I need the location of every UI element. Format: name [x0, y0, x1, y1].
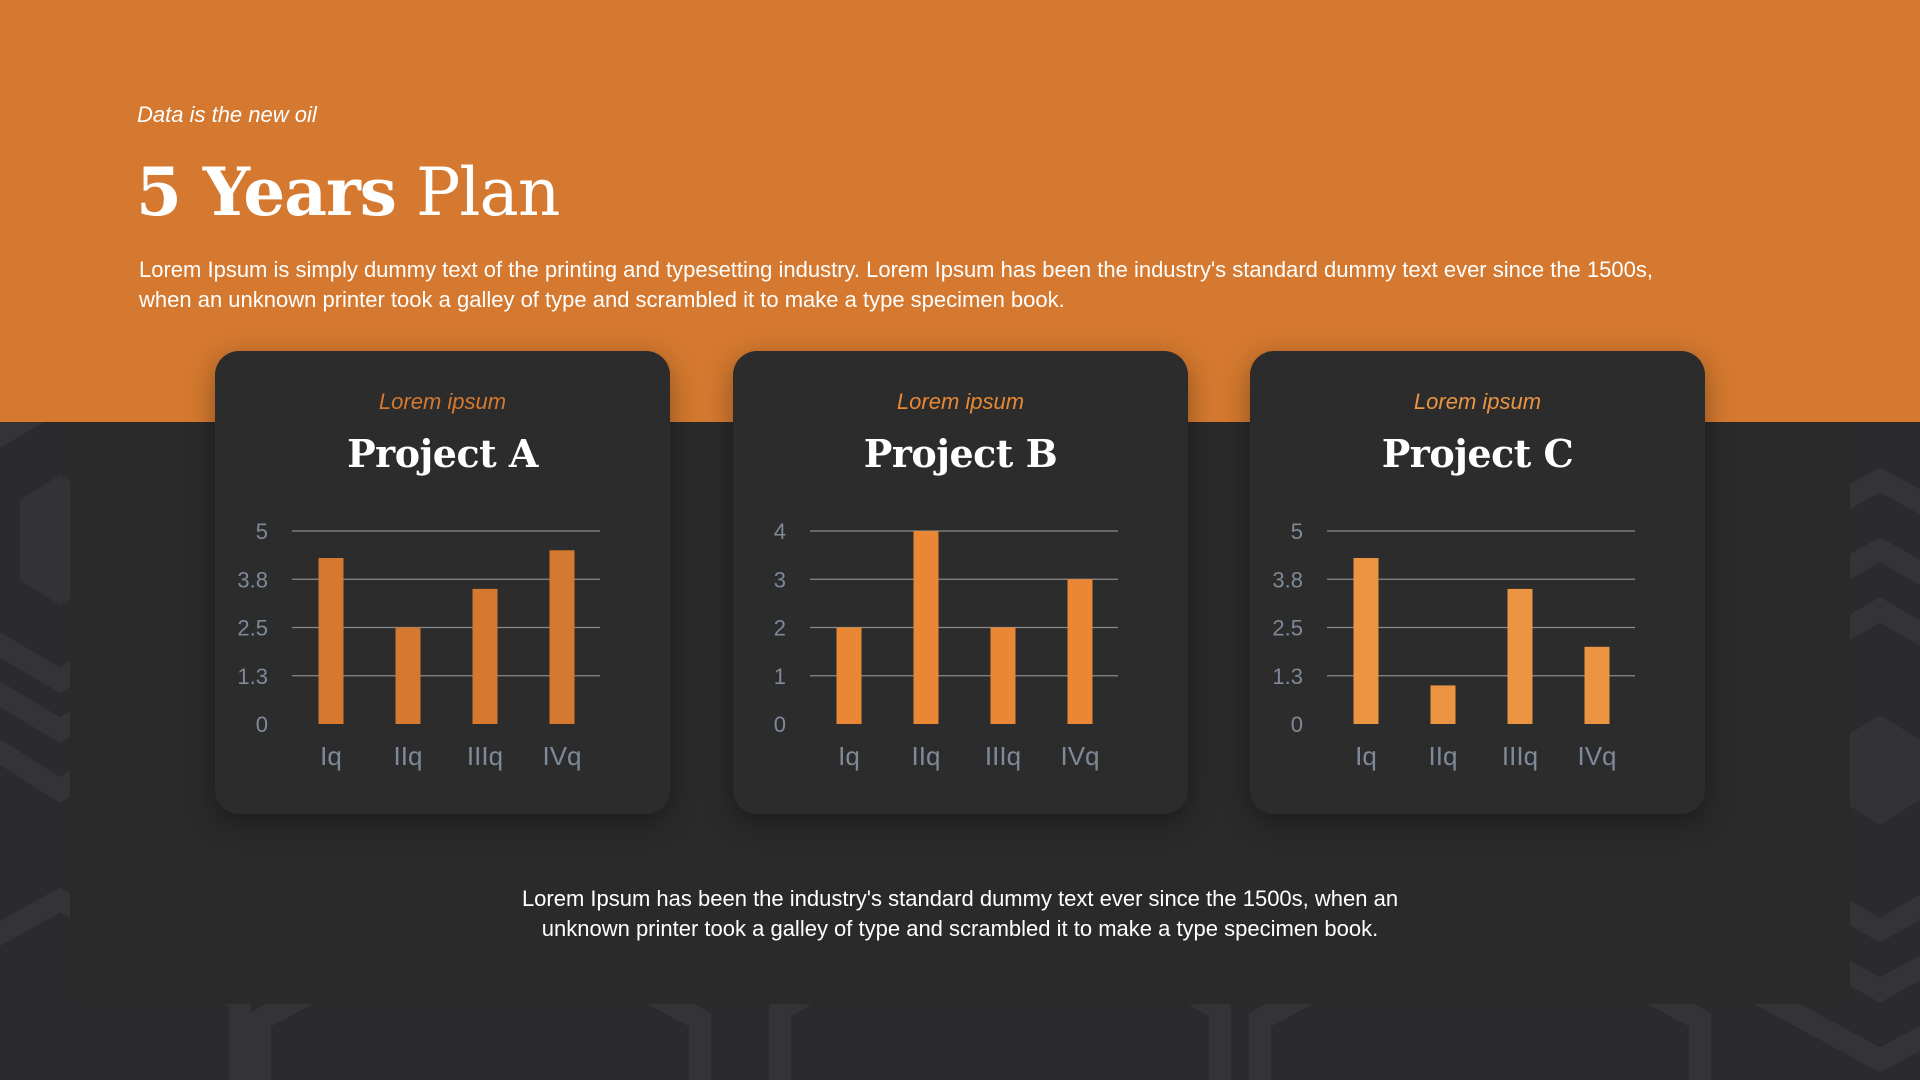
y-tick-label: 0: [1291, 712, 1303, 737]
bar: [1430, 685, 1456, 724]
card-label: Lorem ipsum: [896, 389, 1025, 414]
project-card-a: Lorem ipsum Project A 0 1.3 2.5 3.8 5 Iq IIq II…: [215, 351, 670, 814]
y-tick-label: 2: [774, 616, 786, 641]
bar: [472, 588, 498, 724]
x-tick-label: IIq: [912, 741, 941, 771]
x-tick-label: Iq: [838, 741, 860, 771]
bar: [549, 550, 575, 724]
card-label: Lorem ipsum: [1413, 389, 1542, 414]
footer-line-1: Lorem Ipsum has been the industry's stan…: [521, 886, 1399, 911]
y-tick-label: 4: [774, 519, 786, 544]
card-title: Project A: [347, 431, 538, 476]
bar: [836, 627, 862, 724]
footer-paragraph: Lorem Ipsum has been the industry's stan…: [460, 884, 1460, 944]
y-tick-label: 0: [256, 712, 268, 737]
project-card-c: Lorem ipsum Project C 0 1.3 2.5 3.8 5 Iq IIq II…: [1250, 351, 1705, 814]
y-tick-label: 2.5: [1272, 616, 1303, 641]
project-card-b: Lorem ipsum Project B 0 1 2 3 4 Iq IIq IIIq IVq: [733, 351, 1188, 814]
bar: [1584, 646, 1610, 724]
y-tick-label: 1.3: [237, 664, 268, 689]
intro-line-2: when an unknown printer took a galley of…: [139, 287, 1065, 312]
title-light-part: Plan: [415, 154, 560, 231]
x-tick-label: Iq: [1355, 741, 1377, 771]
intro-paragraph: Lorem Ipsum is simply dummy text of the …: [139, 255, 1799, 315]
y-tick-label: 2.5: [237, 616, 268, 641]
x-tick-label: Iq: [320, 741, 342, 771]
card-title: Project B: [863, 431, 1058, 476]
y-tick-label: 5: [1291, 519, 1303, 544]
x-tick-label: IIIq: [1502, 741, 1538, 771]
y-tick-label: 1: [774, 664, 786, 689]
footer-line-2: unknown printer took a galley of type an…: [541, 916, 1379, 941]
intro-line-1: Lorem Ipsum is simply dummy text of the …: [139, 257, 1653, 282]
title-bold-part: 5 Years: [136, 153, 397, 231]
bar: [318, 558, 344, 724]
x-tick-label: IVq: [542, 741, 581, 771]
x-tick-label: IIIq: [985, 741, 1021, 771]
y-tick-label: 3.8: [237, 567, 268, 592]
y-tick-label: 3: [774, 567, 786, 592]
slide-title: 5 Years Plan: [136, 152, 560, 233]
bar: [1507, 588, 1533, 724]
bar-chart-project-b: 0 1 2 3 4 Iq IIq IIIq IVq: [774, 519, 1118, 771]
y-tick-label: 5: [256, 519, 268, 544]
card-label: Lorem ipsum: [378, 389, 507, 414]
card-title: Project C: [1381, 431, 1574, 476]
bar: [1067, 579, 1093, 724]
slide-subtitle: Data is the new oil: [137, 102, 317, 127]
x-tick-label: IIq: [394, 741, 423, 771]
x-tick-label: IVq: [1060, 741, 1099, 771]
x-tick-label: IVq: [1577, 741, 1616, 771]
bar: [990, 627, 1016, 724]
bar: [913, 531, 939, 724]
x-tick-label: IIq: [1429, 741, 1458, 771]
y-tick-label: 3.8: [1272, 567, 1303, 592]
y-tick-label: 0: [774, 712, 786, 737]
y-tick-label: 1.3: [1272, 664, 1303, 689]
bar: [1353, 558, 1379, 724]
x-tick-label: IIIq: [467, 741, 503, 771]
bar: [395, 627, 421, 724]
bar-chart-project-a: 0 1.3 2.5 3.8 5 Iq IIq IIIq IVq: [237, 519, 600, 771]
bar-chart-project-c: 0 1.3 2.5 3.8 5 Iq IIq IIIq IVq: [1272, 519, 1635, 771]
